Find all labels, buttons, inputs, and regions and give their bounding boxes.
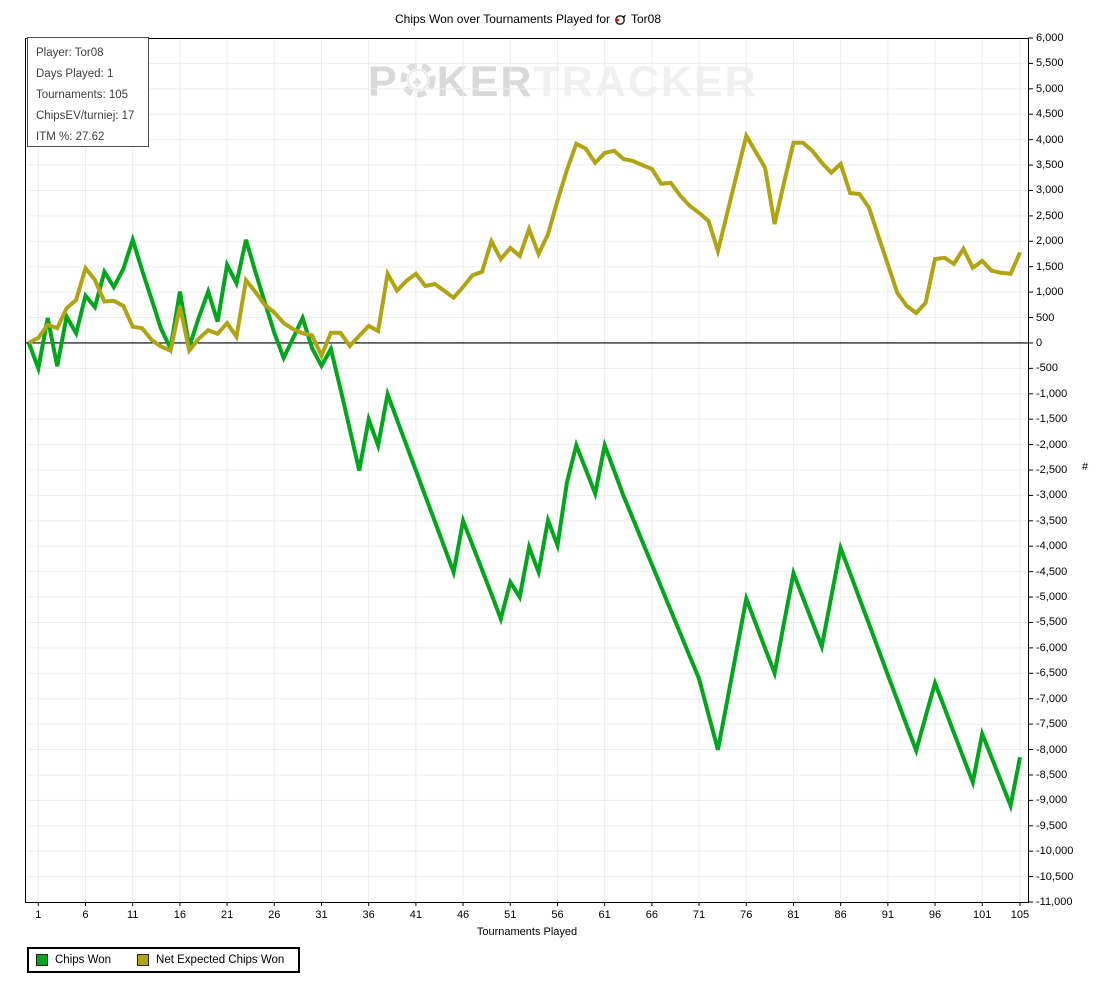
x-tick-label: 36 [362,909,375,921]
x-tick-label: 96 [928,909,942,921]
y-tick-label: 1,000 [1036,286,1064,299]
y-tick-label: -3,000 [1036,489,1068,502]
y-tick-label: 2,500 [1036,209,1064,222]
x-tick-label: 61 [598,909,611,921]
svg-text:♠: ♠ [413,73,423,90]
y-tick-label: 1,500 [1036,260,1064,273]
y-tick-label: 0 [1036,336,1043,349]
y-tick-label: -10,500 [1036,870,1074,883]
x-tick-label: 71 [692,909,706,921]
series-line-1 [27,130,1022,361]
chart-title: Chips Won over Tournaments Played for To… [0,12,1056,26]
y-tick-label: -2,000 [1036,438,1068,451]
x-tick-label: 86 [834,909,847,921]
y-tick-label: 4,000 [1036,133,1064,146]
y-tick-label: -5,000 [1036,591,1068,604]
x-tick-label: 11 [126,909,139,921]
x-tick-label: 31 [315,909,328,921]
x-tick-label: 91 [881,909,894,921]
y-tick-label: -4,500 [1036,565,1068,578]
y-tick-label: 3,000 [1036,184,1064,197]
watermark-ker: KER [436,57,534,106]
watermark-p: P [368,57,399,106]
x-tick-label: 41 [409,909,422,921]
y-tick-label: -4,000 [1036,540,1068,553]
y-axis-unit-label: # [1082,461,1089,473]
x-tick-label: 26 [268,909,281,921]
chart-title-player: Tor08 [630,12,662,26]
y-tick-label: -1,000 [1036,387,1068,400]
info-line: ChipsEV/turniej: 17 [36,110,135,122]
y-tick-label: 3,500 [1036,159,1064,172]
x-tick-label: 16 [173,909,187,921]
y-tick-label: -7,500 [1036,718,1068,731]
y-tick-label: -6,000 [1036,641,1068,654]
y-tick-label: -11,000 [1036,896,1073,908]
x-axis-title: Tournaments Played [476,926,578,938]
y-tick-label: -500 [1036,362,1059,375]
watermark-tracker: TRACKER [533,57,758,106]
y-tick-label: 5,500 [1036,57,1064,70]
info-line: ITM %: 27.62 [36,131,105,143]
x-tick-label: 21 [220,909,234,921]
y-tick-label: -8,500 [1036,768,1068,781]
info-line: Tournaments: 105 [36,89,129,101]
x-tick-label: 46 [456,909,470,921]
chart-title-text: Chips Won over Tournaments Played for [394,12,610,26]
info-line: Days Played: 1 [36,68,114,80]
y-tick-label: -10,000 [1036,845,1074,858]
x-tick-label: 76 [740,909,753,921]
plot-frame-and-ticks [25,37,1033,906]
y-tick-label: 2,000 [1036,235,1064,248]
y-tick-label: -9,500 [1036,819,1068,832]
y-tick-label: 4,500 [1036,108,1064,121]
legend-item-0: Chips Won [36,954,111,966]
x-tick-label: 56 [551,909,564,921]
series-lines [27,130,1022,813]
legend-label: Chips Won [55,954,112,966]
y-tick-label: 500 [1036,311,1055,324]
player-icon [614,13,627,26]
poker-chip-icon: ♠ [400,62,436,106]
gridlines [25,38,1028,902]
y-tick-label: 6,000 [1036,32,1064,44]
legend-swatch-icon [137,954,150,966]
y-tick-label: -8,000 [1036,743,1068,756]
y-tick-label: -1,500 [1036,413,1068,426]
player-stats-box: Player: Tor08 Days Played: 1 Tournaments: … [27,37,149,147]
x-tick-label: 81 [787,909,800,921]
x-tick-label: 1 [35,909,42,921]
x-tick-label: 51 [504,909,517,921]
x-tick-label: 66 [645,909,658,921]
y-tick-label: -2,500 [1036,464,1068,476]
y-tick-label: 5,000 [1036,82,1064,95]
series-line-0 [27,233,1022,813]
info-line: Player: Tor08 [36,47,104,59]
x-tick-label: 105 [1010,909,1030,921]
y-tick-label: -6,500 [1036,667,1068,680]
y-tick-label: -5,500 [1036,616,1068,629]
y-tick-label: -7,000 [1036,692,1068,705]
x-tick-label: 6 [82,909,89,921]
legend-label: Net Expected Chips Won [156,954,285,966]
y-tick-label: -9,000 [1036,794,1068,807]
legend: Chips Won Net Expected Chips Won [27,947,301,973]
pokertracker-watermark: P ♠ KER TRACKER [368,60,758,104]
y-tick-label: -3,500 [1036,514,1068,527]
legend-item-1: Net Expected Chips Won [137,954,284,966]
x-tick-label: 101 [973,909,992,921]
legend-swatch-icon [36,954,48,966]
